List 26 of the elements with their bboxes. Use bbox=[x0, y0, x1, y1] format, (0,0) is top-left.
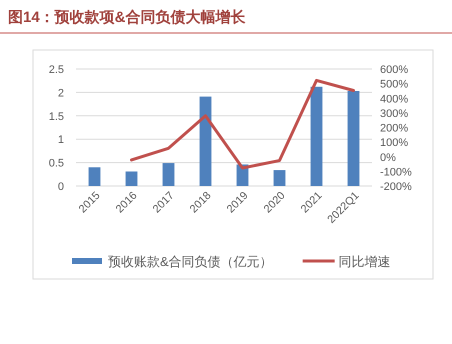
y-tick-label: 0 bbox=[58, 181, 64, 193]
chart-title: 图14：预收款项&合同负债大幅增长 bbox=[8, 9, 247, 26]
bar bbox=[126, 171, 138, 186]
bar bbox=[310, 86, 322, 186]
bar bbox=[200, 96, 212, 186]
y2-tick-label: 400% bbox=[380, 93, 408, 106]
y-tick-label: 2 bbox=[58, 87, 64, 100]
y-tick-label: 2.5 bbox=[48, 64, 64, 76]
y2-tick-label: 500% bbox=[380, 78, 408, 91]
y2-tick-label: 300% bbox=[380, 108, 408, 120]
y2-tick-label: -100% bbox=[380, 166, 412, 178]
bar bbox=[348, 90, 360, 186]
y2-tick-label: 200% bbox=[380, 122, 408, 134]
y2-tick-label: 600% bbox=[380, 64, 408, 76]
bar bbox=[162, 163, 174, 186]
legend-label: 同比增速 bbox=[338, 254, 391, 269]
y2-tick-label: 100% bbox=[380, 137, 408, 150]
legend-label: 预收账款&合同负债（亿元） bbox=[108, 254, 273, 269]
bar bbox=[88, 167, 100, 186]
y2-tick-label: 0% bbox=[380, 152, 396, 164]
y-tick-label: 1 bbox=[58, 134, 64, 146]
y-tick-label: 0.5 bbox=[48, 158, 64, 170]
y2-tick-label: -200% bbox=[380, 181, 412, 193]
y-tick-label: 1.5 bbox=[48, 110, 64, 123]
bar bbox=[274, 170, 286, 186]
line-series bbox=[130, 78, 355, 170]
